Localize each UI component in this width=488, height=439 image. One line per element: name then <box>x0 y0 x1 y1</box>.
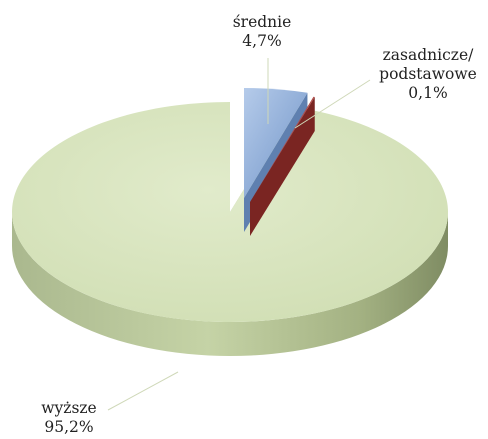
slice-wyzsze <box>11 102 448 322</box>
label-zasadnicze: zasadnicze/ podstawowe 0,1% <box>372 46 484 103</box>
leader-line-wyzsze <box>107 371 179 411</box>
label-srednie-name: średnie <box>232 13 292 31</box>
label-srednie: średnie 4,7% <box>222 13 302 51</box>
label-srednie-value: 4,7% <box>242 32 282 50</box>
slice-wyzsze-side <box>12 212 448 356</box>
label-wyzsze-name: wyższe <box>41 399 97 417</box>
label-wyzsze-value: 95,2% <box>44 418 94 436</box>
slice-srednie <box>244 88 308 198</box>
label-zasadnicze-value: 0,1% <box>408 84 448 102</box>
slice-zasadnicze <box>250 96 315 202</box>
leader-line-zasadnicze <box>294 79 371 129</box>
label-zasadnicze-name: zasadnicze/ podstawowe <box>379 46 477 83</box>
label-wyzsze: wyższe 95,2% <box>34 399 104 437</box>
slice-zasadnicze-wall <box>250 96 315 236</box>
